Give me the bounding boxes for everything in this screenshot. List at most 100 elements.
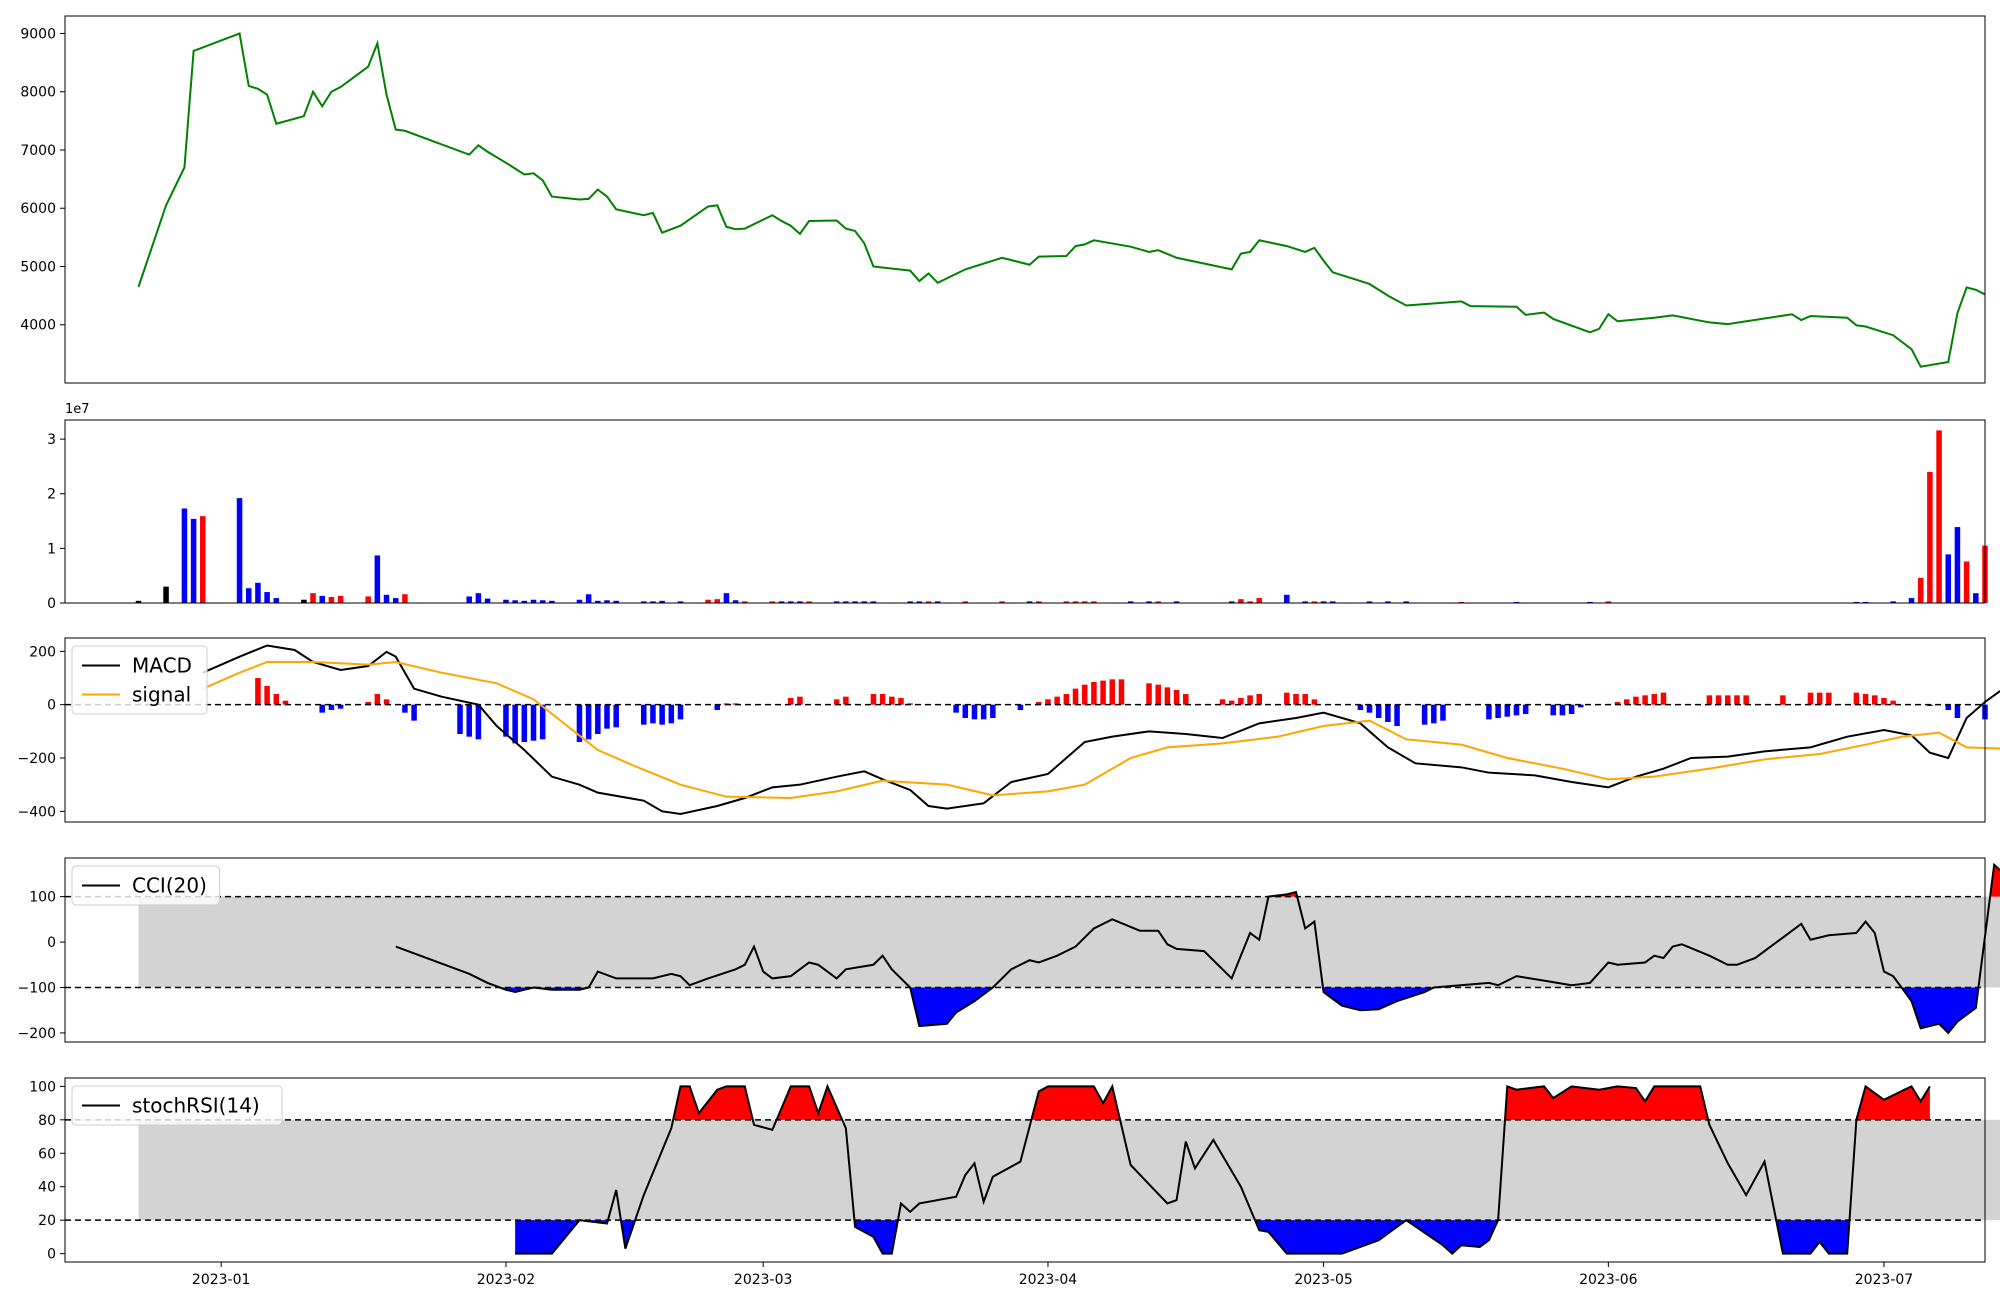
macd-legend-label: signal: [132, 683, 191, 707]
cci-legend-label: CCI(20): [132, 874, 207, 898]
macd-histogram-bar: [1256, 694, 1263, 705]
macd-histogram-bar: [282, 700, 289, 705]
macd-histogram-bar: [898, 698, 904, 705]
volume-bar: [365, 596, 371, 603]
macd-histogram-bar: [714, 704, 721, 710]
x-tick-label: 2023-05: [1294, 1272, 1353, 1288]
macd-line: [202, 644, 2000, 816]
macd-histogram-bar: [1017, 704, 1024, 710]
macd-histogram-bar: [613, 704, 619, 728]
volume-bar: [1238, 599, 1244, 603]
macd-histogram-bar: [337, 704, 344, 709]
cci-band: [138, 896, 2000, 988]
macd-histogram-bar: [1366, 704, 1373, 713]
volume-bar: [852, 601, 858, 603]
macd-histogram-bar: [1385, 704, 1391, 722]
volume-bar: [1026, 601, 1033, 603]
macd-histogram-bar: [1109, 679, 1116, 705]
volume-bar: [1973, 593, 1979, 603]
volume-y-tick-label: 3: [47, 432, 56, 448]
stochrsi-y-tick-label: 20: [38, 1213, 56, 1229]
stochrsi-legend: stochRSI(14): [71, 1085, 283, 1126]
volume-bar: [1605, 601, 1612, 603]
stochrsi-y-tick-label: 0: [47, 1247, 56, 1263]
volume-bar: [1954, 527, 1961, 603]
macd-histogram-bar: [1945, 704, 1952, 710]
volume-y-tick-label: 1: [47, 541, 56, 557]
stochrsi-y-tick-label: 60: [38, 1146, 56, 1162]
macd-histogram-bar: [1807, 692, 1814, 705]
stochrsi-oversold-fill: [854, 1220, 898, 1254]
volume-bar: [1366, 601, 1373, 603]
volume-bar: [641, 601, 647, 603]
volume-bar: [530, 599, 537, 603]
volume-bar: [301, 599, 307, 603]
macd-histogram-bar: [1743, 695, 1749, 705]
volume-bar: [255, 582, 261, 603]
volume-bar: [742, 601, 748, 603]
macd-histogram-bar: [264, 686, 270, 705]
volume-bar: [1936, 430, 1942, 603]
volume-bar: [723, 593, 730, 603]
macd-histogram-bar: [1146, 683, 1152, 705]
volume-bar: [595, 600, 601, 603]
macd-legend: MACD signal: [71, 645, 208, 715]
volume-bar: [1403, 601, 1409, 603]
macd-histogram-bar: [1633, 696, 1639, 705]
macd-histogram-bar: [1063, 694, 1070, 705]
cci-legend-box: [71, 865, 220, 906]
macd-histogram-bar: [604, 704, 610, 729]
macd-histogram-bar: [1715, 695, 1722, 705]
macd-histogram-bar: [503, 704, 509, 737]
macd-histogram-bar: [1219, 699, 1226, 705]
macd-histogram-bar: [1513, 704, 1520, 716]
stochrsi-overbought-fill: [673, 1086, 753, 1120]
macd-histogram-bar: [990, 704, 996, 718]
volume-bar: [273, 598, 280, 603]
macd-histogram-bar: [1486, 704, 1492, 720]
volume-bar: [769, 601, 776, 603]
macd-histogram-bar: [585, 704, 592, 740]
volume-bar: [1385, 601, 1391, 603]
volume-bar: [677, 601, 684, 603]
volume-bar: [503, 599, 509, 603]
cci-oversold-fill: [1901, 987, 1979, 1033]
cci-line: [395, 862, 2000, 1035]
macd-histogram-bar: [1394, 704, 1400, 726]
volume-bar: [1228, 601, 1235, 603]
volume-bar: [484, 598, 491, 603]
volume-bar: [732, 600, 739, 603]
macd-histogram-bar: [953, 704, 959, 713]
stochrsi-legend-label: stochRSI(14): [132, 1094, 260, 1118]
cci-y-ticks: −200 −100 0 100: [18, 890, 65, 1042]
macd-histogram-bar: [1568, 704, 1575, 714]
macd-histogram-bar: [1623, 699, 1630, 705]
volume-bar: [328, 596, 335, 603]
cci-overbought-fill: [1990, 864, 2000, 897]
macd-histogram-bar: [1118, 679, 1125, 705]
stochrsi-legend-box: [71, 1085, 283, 1126]
macd-histogram-bar: [1173, 690, 1180, 705]
macd-histogram-bar: [255, 678, 261, 705]
volume-offset-label: 1e7: [65, 402, 90, 417]
volume-bar: [1081, 601, 1088, 603]
macd-y-tick-label: −200: [18, 751, 56, 767]
volume-bar: [1302, 601, 1308, 603]
macd-histogram-bar: [1375, 704, 1382, 718]
macd-histogram-bar: [1440, 704, 1446, 721]
volume-bar: [797, 601, 803, 603]
volume-bar: [190, 518, 197, 603]
price-frame: [64, 15, 1986, 384]
stochrsi-frame: [64, 1077, 1986, 1263]
macd-histogram-bar: [1862, 694, 1869, 705]
macd-histogram-bar: [411, 704, 417, 721]
stochrsi-line: [515, 1083, 1931, 1255]
macd-histogram-bar: [1559, 704, 1566, 716]
macd-histogram-bar: [1522, 704, 1529, 714]
macd-histogram-bar: [1578, 704, 1584, 708]
cci-legend: CCI(20): [71, 865, 220, 906]
cci-oversold-fill: [910, 987, 993, 1027]
macd-histogram-bar: [402, 704, 408, 713]
macd-histogram-bar: [1826, 692, 1832, 705]
macd-histogram-bar: [1081, 684, 1088, 705]
